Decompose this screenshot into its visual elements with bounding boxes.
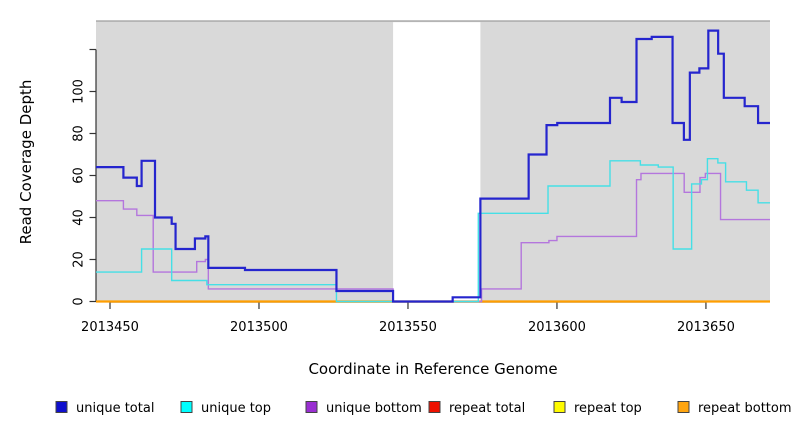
x-tick-label: 2013550 [379,320,437,335]
legend-swatch-unique-bottom [305,401,318,413]
legend-label-repeat-total: repeat total [449,401,525,416]
y-tick-label: 40 [72,209,87,226]
series-unique-top-line [96,158,770,303]
x-tick-label: 2013650 [677,320,735,335]
series-unique-total-line [96,29,770,303]
legend-label-repeat-bottom: repeat bottom [698,401,792,416]
y-tick-label: 0 [72,297,87,305]
series-layer [96,29,770,303]
legend-swatch-repeat-top [553,401,566,413]
legend: unique total unique top unique bottom repea… [55,401,792,416]
legend-swatch-repeat-total [428,401,441,413]
y-axis-title: Read Coverage Depth [17,80,35,245]
y-tick-label: 80 [72,125,87,142]
legend-item-unique-top: unique top [180,401,271,416]
series-unique-bottom-line [96,172,770,303]
plot-area: 2013450 2013500 2013550 2013600 2013650 0 20 40… [72,20,770,335]
legend-swatch-unique-total [55,401,68,413]
legend-label-unique-top: unique top [201,401,271,416]
legend-item-repeat-top: repeat top [553,401,642,416]
x-tick-label: 2013500 [230,320,288,335]
legend-label-unique-bottom: unique bottom [326,401,422,416]
legend-swatch-unique-top [180,401,193,413]
no-data-region [393,22,481,303]
y-tick-label: 60 [72,167,87,184]
legend-item-unique-total: unique total [55,401,154,416]
legend-item-repeat-bottom: repeat bottom [677,401,792,416]
x-tick-label: 2013450 [81,320,139,335]
y-tick-label: 20 [72,251,87,268]
legend-label-unique-total: unique total [76,401,154,416]
y-tick-label: 100 [72,79,87,104]
x-tick-label: 2013600 [528,320,586,335]
legend-swatch-repeat-bottom [677,401,690,413]
legend-item-unique-bottom: unique bottom [305,401,422,416]
legend-label-repeat-top: repeat top [574,401,642,416]
legend-item-repeat-total: repeat total [428,401,525,416]
x-axis-title: Coordinate in Reference Genome [308,360,557,378]
